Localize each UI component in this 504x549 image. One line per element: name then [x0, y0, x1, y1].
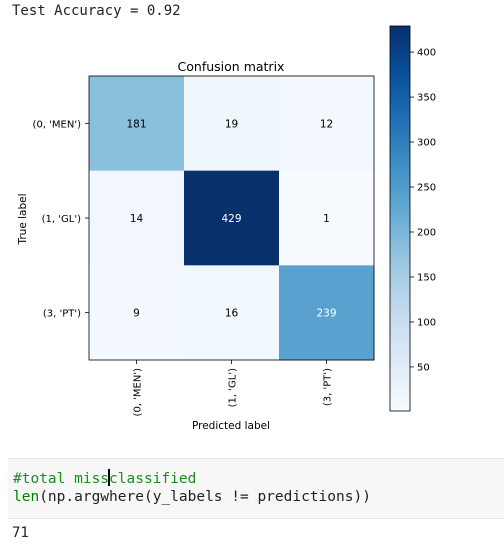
- y-tick-label: (1, 'GL'): [42, 214, 81, 225]
- matrix-cell: [184, 76, 280, 172]
- matrix-cell: [279, 76, 375, 172]
- expression-rest: (np.argwhere(y_labels != predictions)): [39, 489, 371, 505]
- cell-value-label: 1: [323, 213, 330, 225]
- x-tick-label: (0, 'MEN'): [133, 368, 144, 417]
- accuracy-output: Test Accuracy = 0.92: [12, 3, 181, 19]
- matrix-cell: [184, 265, 280, 361]
- cell-value-label: 16: [225, 308, 239, 320]
- colorbar-tick-label: 150: [417, 272, 436, 283]
- x-tick-label: (1, 'GL'): [228, 368, 239, 407]
- cell-value-label: 12: [320, 118, 333, 130]
- cell-value-label: 9: [133, 308, 140, 320]
- colorbar-tick-label: 200: [417, 227, 436, 238]
- matrix-cell: [89, 170, 185, 266]
- matrix-cell: [89, 76, 185, 172]
- colorbar-tick-label: 300: [417, 138, 436, 149]
- cell-value-label: 181: [126, 118, 146, 130]
- code-cell[interactable]: #total missclassified len(np.argwhere(y_…: [8, 458, 504, 519]
- x-axis-label: Predicted label: [192, 420, 270, 432]
- comment-text-start: #total miss: [13, 471, 110, 487]
- code-line-comment: #total missclassified: [13, 469, 196, 487]
- code-line-expression: len(np.argwhere(y_labels != predictions)…: [13, 489, 371, 505]
- colorbar-tick-label: 350: [417, 93, 436, 104]
- builtin-len: len: [13, 489, 40, 505]
- matrix-cell: [184, 170, 280, 266]
- comment-text-end: classified: [109, 471, 197, 487]
- y-tick-label: (0, 'MEN'): [33, 119, 82, 130]
- colorbar-tick-label: 250: [417, 183, 436, 194]
- x-tick-label: (3, 'PT'): [323, 368, 334, 406]
- cell-value-label: 14: [130, 213, 144, 225]
- colorbar-tick-label: 100: [417, 317, 436, 328]
- result-output: 71: [12, 525, 29, 541]
- cell-value-label: 19: [225, 118, 238, 130]
- colorbar: [389, 25, 411, 412]
- matrix-cell: [279, 265, 375, 361]
- y-tick-label: (3, 'PT'): [43, 309, 81, 320]
- text-cursor: [108, 469, 111, 486]
- colorbar-tick-label: 400: [417, 48, 436, 59]
- chart-title: Confusion matrix: [178, 59, 285, 74]
- colorbar-tick-label: 50: [417, 362, 430, 373]
- y-axis-label: True label: [17, 193, 29, 245]
- cell-value-label: 429: [221, 213, 241, 225]
- matrix-cell: [279, 170, 375, 266]
- matrix-cell: [89, 265, 185, 361]
- cell-value-label: 239: [316, 308, 336, 320]
